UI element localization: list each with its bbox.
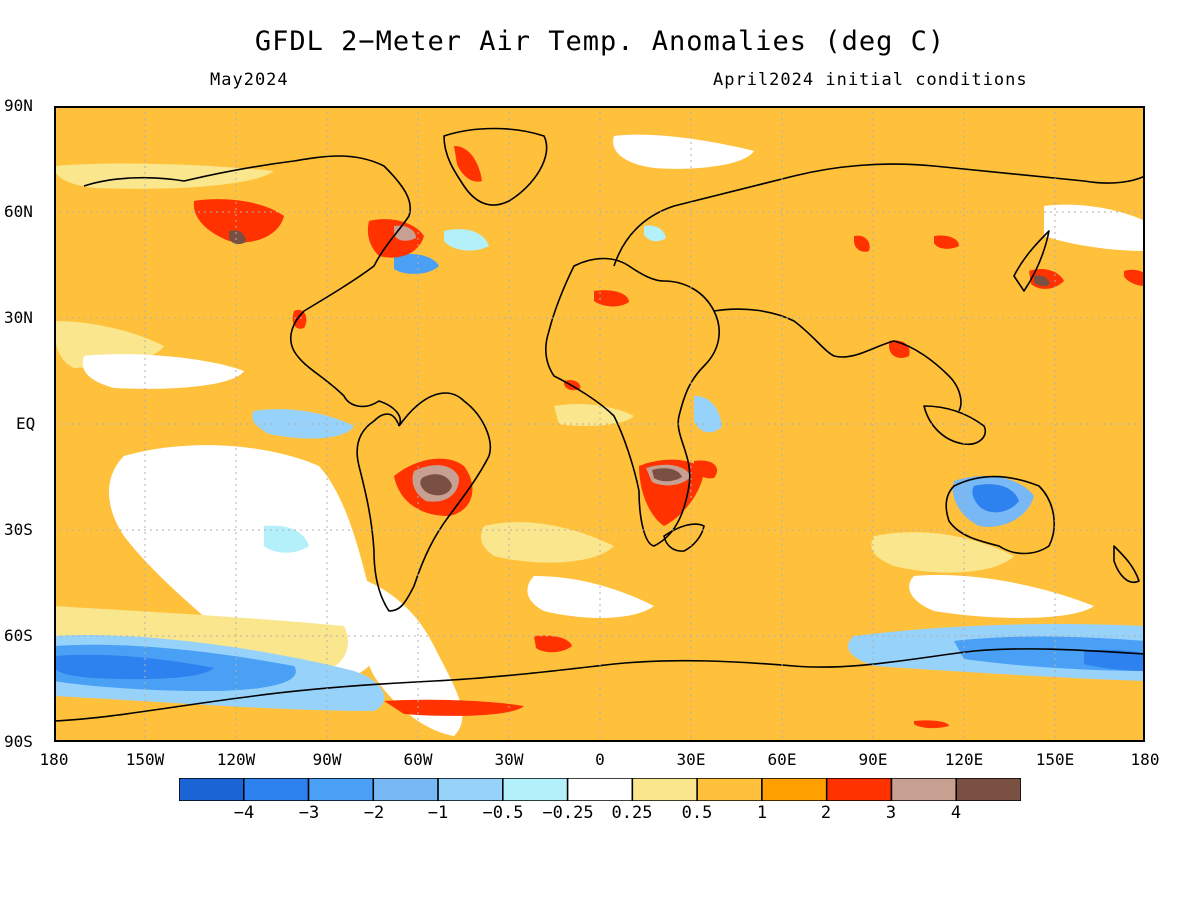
legend-label: −0.25 xyxy=(542,803,594,823)
legend-label: −2 xyxy=(363,803,385,823)
legend-swatch xyxy=(307,778,375,801)
lon-label-150e: 150E xyxy=(1035,750,1075,769)
legend-swatch xyxy=(372,778,439,801)
legend-swatch xyxy=(437,778,504,801)
lat-label-60n: 60N xyxy=(4,202,33,221)
lat-label-90n: 90N xyxy=(4,96,33,115)
coastlines xyxy=(54,127,1145,722)
gridlines xyxy=(54,106,1145,742)
chart-title: GFDL 2−Meter Air Temp. Anomalies (deg C) xyxy=(254,26,946,57)
color-legend xyxy=(179,778,1021,801)
lon-label-180e: 180 xyxy=(1130,750,1160,769)
legend-label: 0.5 xyxy=(681,803,713,823)
lon-label-60w: 60W xyxy=(403,750,433,769)
lat-label-30s: 30S xyxy=(4,520,33,539)
lon-label-60e: 60E xyxy=(767,750,797,769)
lon-label-120w: 120W xyxy=(216,750,256,769)
legend-swatch xyxy=(631,778,698,801)
warm-anomaly-regions xyxy=(193,146,1145,729)
legend-swatch xyxy=(243,778,310,801)
legend-label: 4 xyxy=(950,803,962,823)
legend-swatch xyxy=(696,778,763,801)
legend-label: −4 xyxy=(233,803,255,823)
legend-swatch xyxy=(566,778,634,801)
legend-label: −3 xyxy=(298,803,320,823)
lat-label-eq: EQ xyxy=(16,414,36,433)
legend-label: 0.25 xyxy=(611,803,653,823)
lon-label-30e: 30E xyxy=(676,750,706,769)
lon-label-120e: 120E xyxy=(944,750,984,769)
legend-swatch xyxy=(825,778,893,801)
lat-label-60s: 60S xyxy=(4,626,33,645)
initial-conditions-label: April2024 initial conditions xyxy=(713,70,1028,90)
cold-anomaly-regions xyxy=(54,225,1145,711)
legend-swatch xyxy=(955,778,1021,801)
legend-label: 1 xyxy=(756,803,768,823)
lon-label-150w: 150W xyxy=(125,750,165,769)
legend-swatch xyxy=(761,778,828,801)
anomaly-map xyxy=(54,106,1145,742)
legend-label: 3 xyxy=(885,803,897,823)
valid-month-label: May2024 xyxy=(210,70,289,90)
legend-label: −0.5 xyxy=(482,803,524,823)
legend-swatch xyxy=(890,778,957,801)
legend-swatch xyxy=(502,778,569,801)
lon-label-0: 0 xyxy=(595,750,605,769)
lon-label-90w: 90W xyxy=(312,750,342,769)
lat-label-30n: 30N xyxy=(4,308,33,327)
legend-swatch xyxy=(179,778,245,801)
lon-label-90e: 90E xyxy=(858,750,888,769)
lon-label-30w: 30W xyxy=(494,750,524,769)
neutral-anomaly-regions xyxy=(54,134,1145,736)
legend-label: −1 xyxy=(427,803,449,823)
map-border xyxy=(54,106,1145,742)
lat-label-90s: 90S xyxy=(4,732,33,751)
legend-colorbar xyxy=(179,778,1021,801)
lon-label-180w: 180 xyxy=(39,750,69,769)
legend-label: 2 xyxy=(820,803,832,823)
